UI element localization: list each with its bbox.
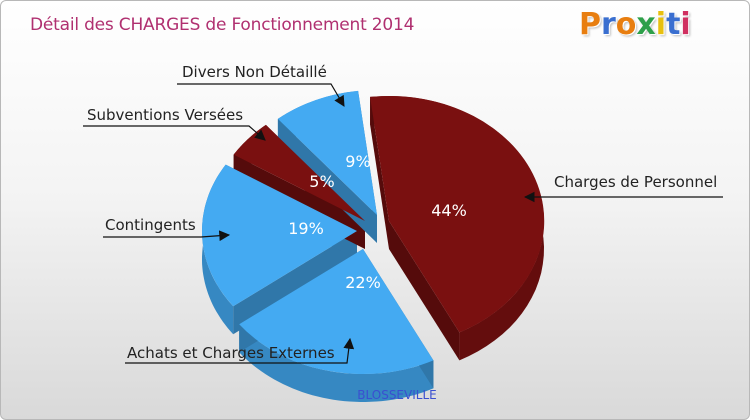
slice-category-label: Charges de Personnel <box>554 173 717 191</box>
slice-category-label: Contingents <box>105 216 196 234</box>
pie-slice-edge <box>370 96 389 250</box>
pie-slice-contingents[interactable] <box>202 164 357 307</box>
pie-slice-achats-et-charges-externes[interactable] <box>239 249 434 375</box>
leader-line <box>103 230 231 242</box>
pie-slice-side <box>239 324 434 402</box>
proxiti-logo: Proxiti <box>579 7 691 42</box>
slice-percent-label: 44% <box>431 201 467 220</box>
pie-slice-divers-non-d-taill-[interactable] <box>277 90 377 215</box>
pie-slice-subventions-vers-es[interactable] <box>233 124 365 221</box>
slice-category-label: Divers Non Détaillé <box>182 63 327 81</box>
slice-category-label: Subventions Versées <box>87 106 243 124</box>
pie-slice-edge <box>389 221 460 361</box>
slice-percent-label: 9% <box>345 152 370 171</box>
slice-category-label: Achats et Charges Externes <box>127 344 335 362</box>
chart-title: Détail des CHARGES de Fonctionnement 201… <box>30 15 415 35</box>
pie-slice-edge <box>233 231 357 335</box>
chart-subtitle: BLOSSEVILLE <box>357 388 436 402</box>
slice-percent-label: 5% <box>309 172 334 191</box>
slice-percent-label: 19% <box>288 219 324 238</box>
pie-slice-charges-de-personnel[interactable] <box>370 95 545 333</box>
leader-line <box>83 125 266 141</box>
leader-line <box>125 337 355 364</box>
slice-percent-label: 22% <box>345 273 381 292</box>
leader-line <box>177 83 345 107</box>
